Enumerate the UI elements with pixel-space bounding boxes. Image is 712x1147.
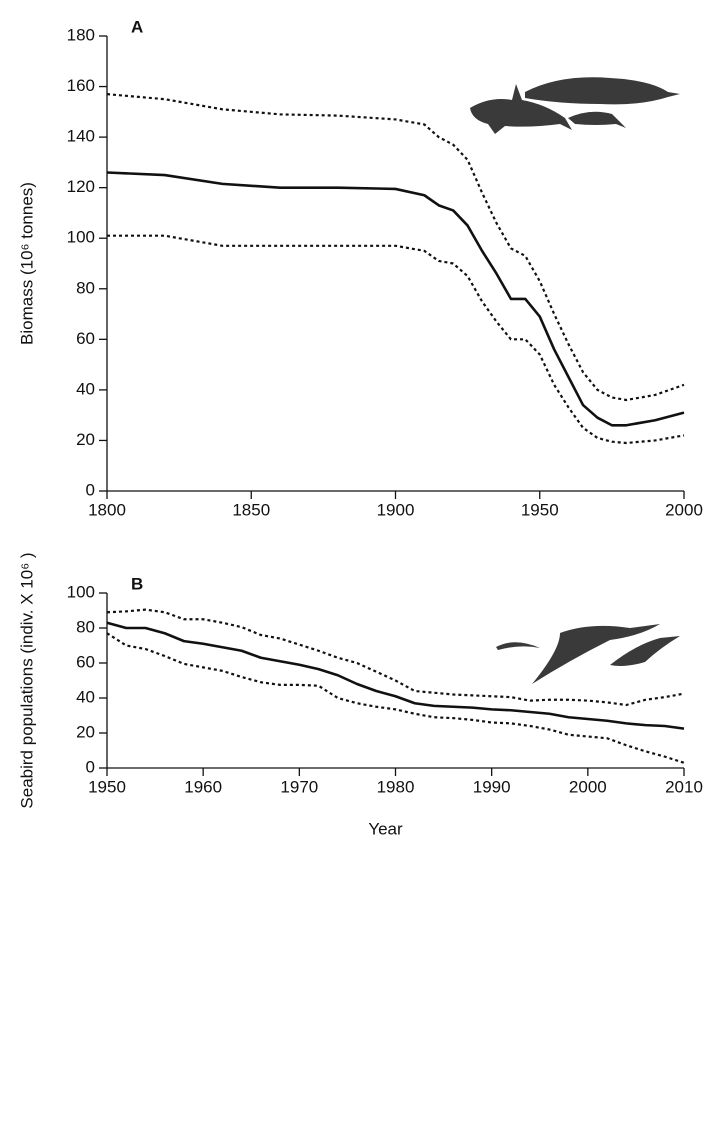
x-tick-label: 1990 [473, 777, 511, 796]
series-line [106, 621, 685, 730]
y-axis-label: Seabird populations (indiv. X 10⁶ ) [17, 552, 36, 808]
y-tick-label: 0 [86, 757, 95, 776]
panel-title: B [131, 574, 143, 593]
x-tick-label: 2010 [665, 777, 703, 796]
y-tick-label: 20 [76, 722, 95, 741]
x-tick-label: 1800 [88, 500, 126, 519]
y-tick-label: 60 [76, 652, 95, 671]
x-tick-label: 1850 [232, 500, 270, 519]
series-line [106, 171, 685, 427]
x-tick-label: 1950 [88, 777, 126, 796]
series-line [106, 608, 685, 707]
y-tick-label: 80 [76, 617, 95, 636]
y-tick-label: 100 [67, 582, 95, 601]
panel-title: A [131, 17, 143, 36]
x-tick-label: 2000 [665, 500, 703, 519]
x-tick-label: 1900 [377, 500, 415, 519]
y-axis-label: Biomass (10⁶ tonnes) [17, 182, 36, 345]
x-tick-label: 1980 [377, 777, 415, 796]
y-tick-label: 180 [67, 25, 95, 44]
y-tick-label: 20 [76, 430, 95, 449]
series-line [106, 632, 685, 764]
series-line [106, 93, 685, 402]
x-tick-label: 1950 [521, 500, 559, 519]
y-tick-label: 40 [76, 687, 95, 706]
y-tick-label: 120 [67, 177, 95, 196]
x-tick-label: 1970 [280, 777, 318, 796]
y-tick-label: 80 [76, 278, 95, 297]
series-line [107, 234, 685, 445]
y-tick-label: 100 [67, 228, 95, 247]
y-tick-label: 40 [76, 379, 95, 398]
whale-silhouettes [470, 77, 680, 134]
bird-silhouettes [496, 624, 680, 684]
x-tick-label: 1960 [184, 777, 222, 796]
x-tick-label: 2000 [569, 777, 607, 796]
y-tick-label: 140 [67, 127, 95, 146]
y-tick-label: 60 [76, 329, 95, 348]
y-tick-label: 160 [67, 76, 95, 95]
y-tick-label: 0 [86, 480, 95, 499]
x-axis-label: Year [368, 819, 403, 838]
